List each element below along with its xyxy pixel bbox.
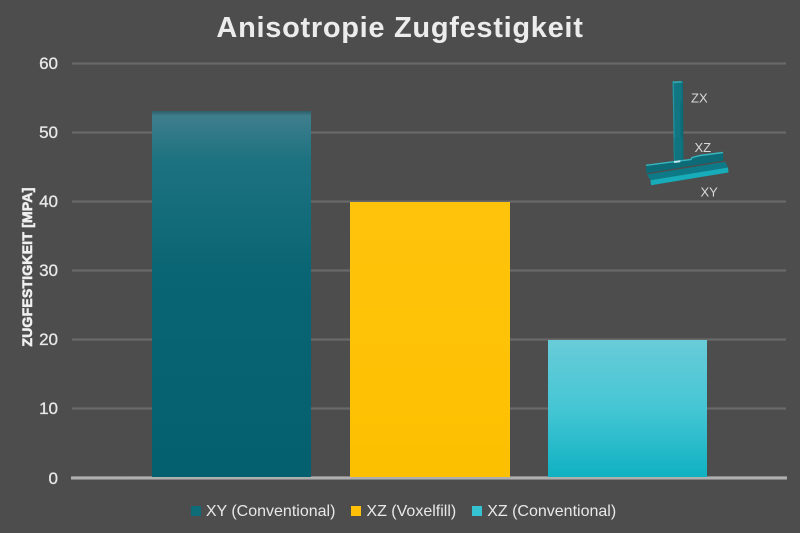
svg-text:XZ: XZ [695, 140, 712, 155]
svg-text:ZX: ZX [691, 91, 708, 106]
svg-text:XY: XY [701, 185, 719, 200]
